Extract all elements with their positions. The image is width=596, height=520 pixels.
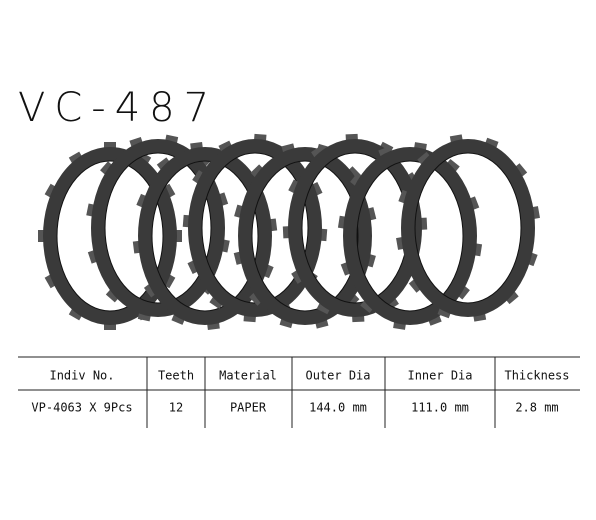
plate-ring — [238, 147, 372, 325]
data-cell: 144.0 mm — [309, 401, 367, 415]
plate-edge — [251, 160, 359, 312]
plate-ring — [401, 139, 535, 317]
plate-ring — [188, 139, 322, 317]
header-cell: Outer Dia — [305, 369, 370, 383]
plate-edge — [414, 152, 522, 304]
data-cell: VP-4063 X 9Pcs — [31, 401, 132, 415]
product-code: VC-487 — [18, 85, 218, 131]
plate-edge — [104, 152, 212, 304]
plate-ring — [43, 147, 177, 325]
clutch-plate — [38, 142, 182, 330]
data-cell: PAPER — [230, 401, 267, 415]
plate-ring — [343, 147, 477, 325]
header-cell: Material — [219, 369, 277, 383]
clutch-plate — [396, 134, 540, 322]
header-cell: Thickness — [504, 369, 569, 383]
data-cell: 12 — [169, 401, 183, 415]
clutch-plates — [38, 133, 540, 331]
plate-edge — [56, 160, 164, 312]
plate-ring — [138, 147, 272, 325]
header-cell: Indiv No. — [49, 369, 114, 383]
plate-edge — [151, 160, 259, 312]
header-cell: Inner Dia — [407, 369, 472, 383]
table-lines — [18, 356, 580, 428]
plate-ring — [91, 139, 225, 317]
data-cell: 111.0 mm — [411, 401, 469, 415]
clutch-plate — [337, 142, 483, 330]
data-cell: 2.8 mm — [515, 401, 558, 415]
header-cell: Teeth — [158, 369, 194, 383]
plate-edge — [356, 160, 464, 312]
